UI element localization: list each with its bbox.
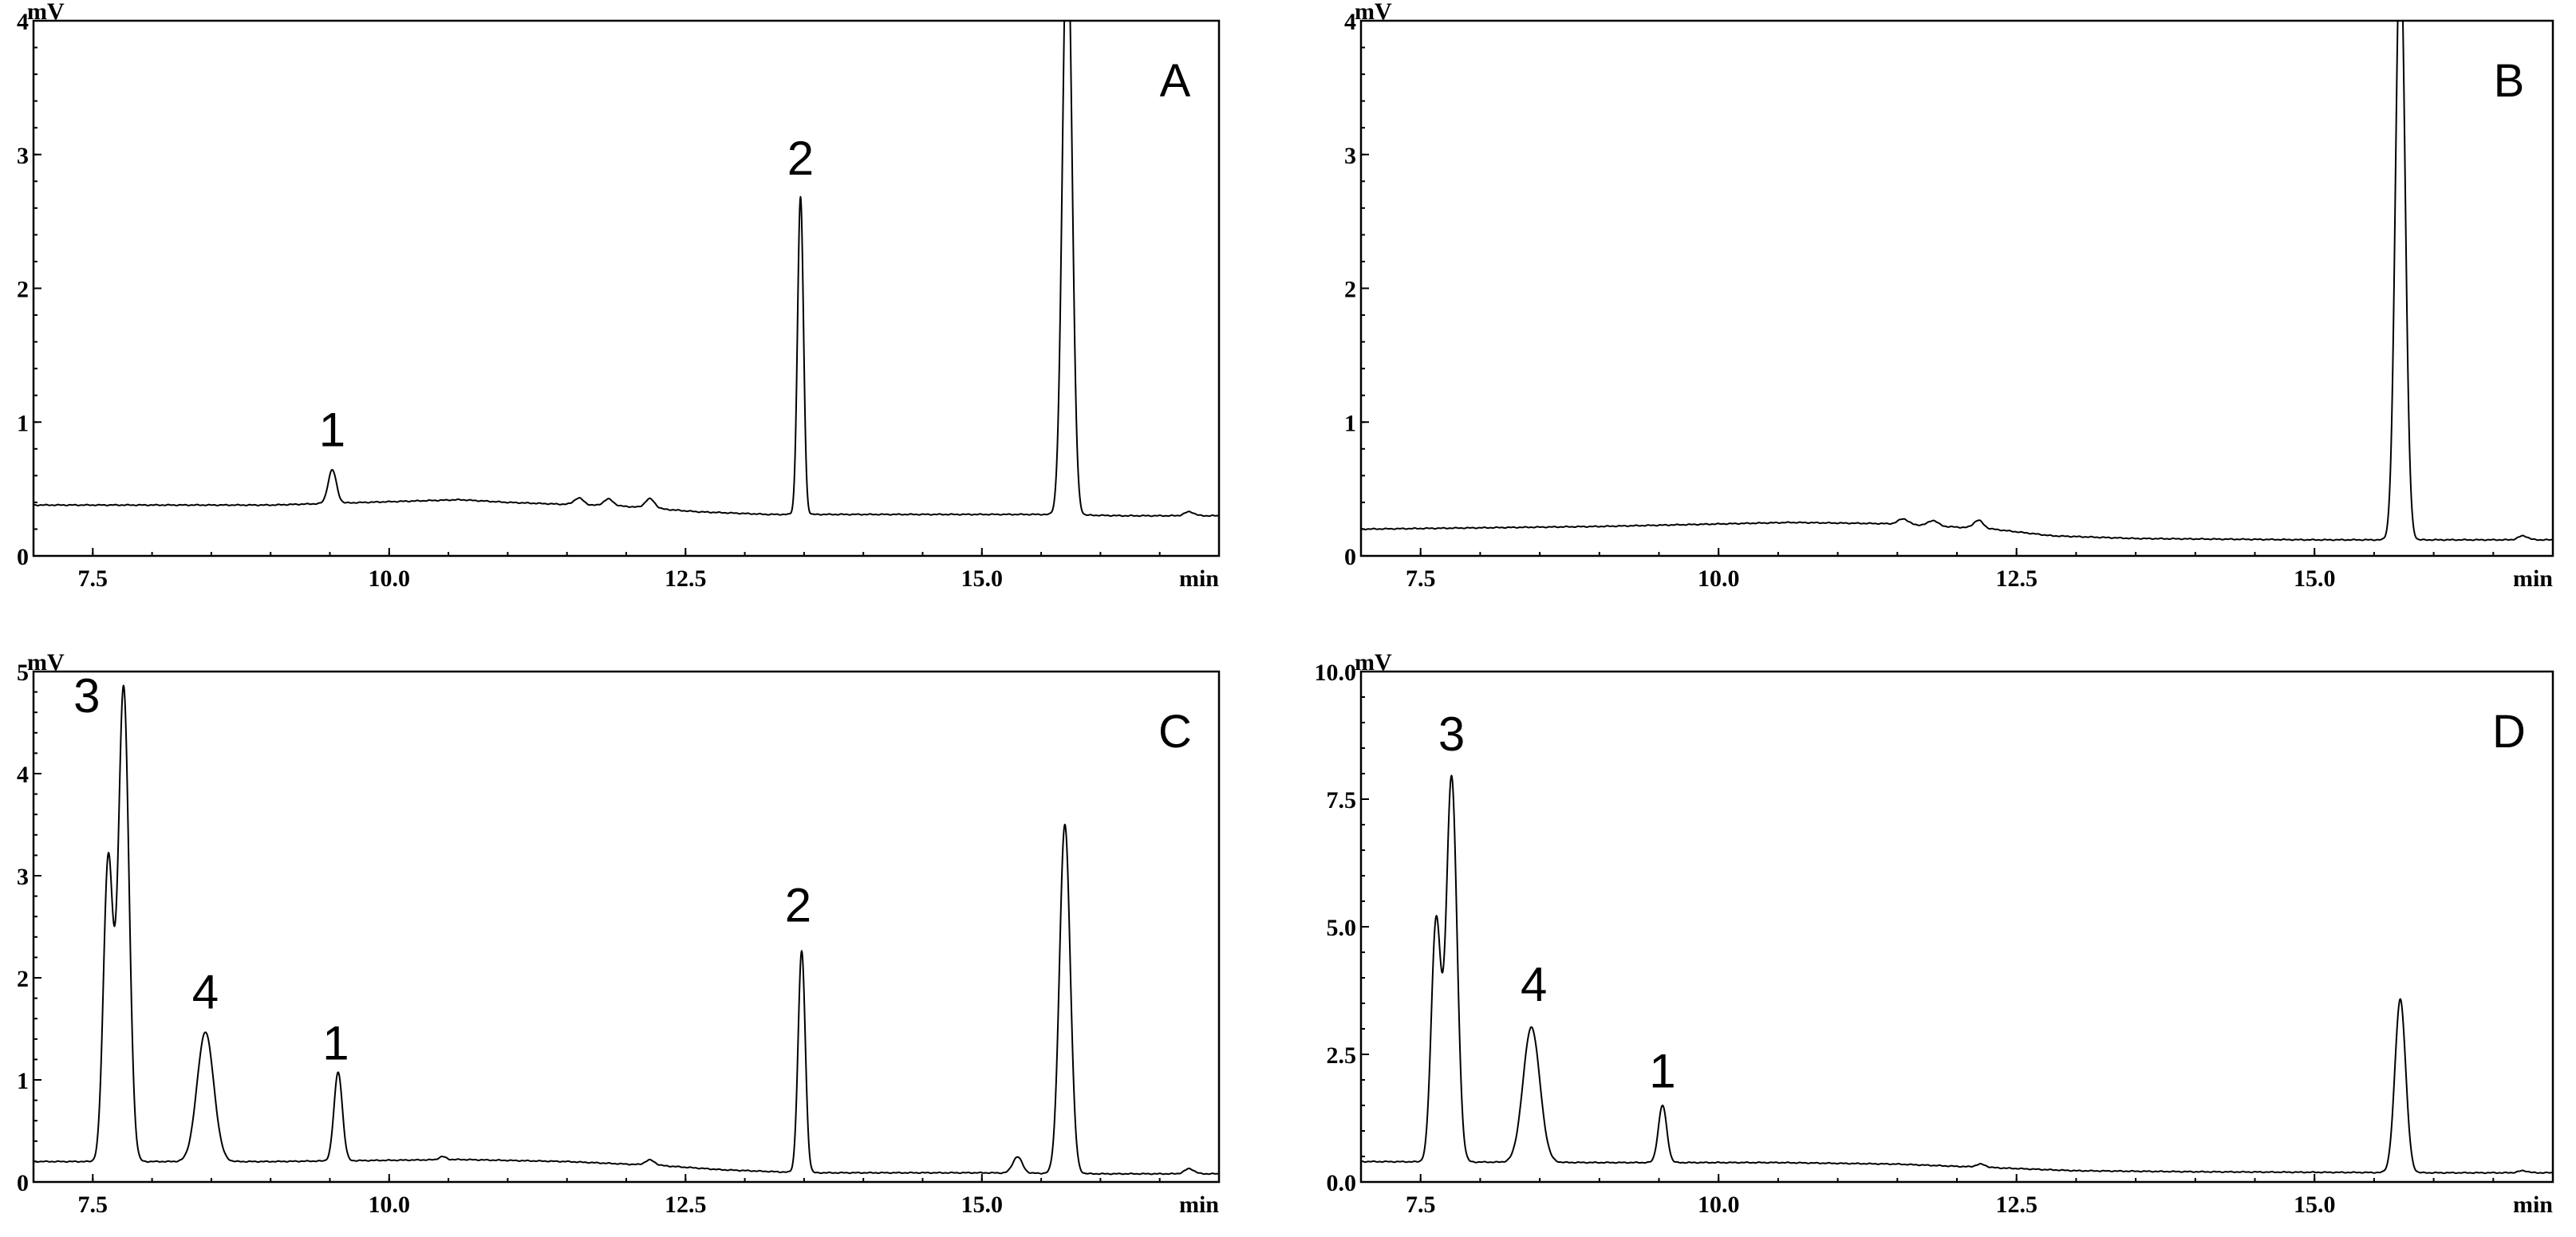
peak-label: 4	[1521, 958, 1547, 1011]
chromatogram-trace	[34, 684, 1219, 1176]
x-tick-label: 10.0	[1698, 565, 1740, 592]
chromatogram-trace	[1361, 21, 2553, 542]
y-tick-label: 3	[1344, 143, 1356, 169]
panel-letter: A	[1160, 55, 1191, 107]
chromatogram-trace	[1361, 774, 2553, 1175]
y-tick-label: 5.0	[1327, 915, 1357, 941]
x-unit-label: min	[2513, 565, 2553, 592]
x-tick-label: 7.5	[78, 1192, 108, 1218]
x-tick-label: 15.0	[2294, 1192, 2336, 1218]
plot-frame	[1359, 670, 2554, 1184]
y-tick-label: 1	[1344, 410, 1356, 436]
y-unit-label: mV	[27, 649, 65, 676]
y-tick-label: 3	[17, 143, 29, 169]
y-tick-label: 2	[17, 277, 29, 303]
y-unit-label: mV	[27, 0, 65, 25]
x-tick-label: 7.5	[1406, 565, 1436, 592]
x-tick-label: 12.5	[665, 1192, 707, 1218]
x-tick-label: 12.5	[665, 565, 707, 592]
peak-label: 1	[322, 1016, 349, 1070]
y-tick-label: 4	[17, 9, 29, 35]
y-tick-label: 5	[17, 660, 29, 686]
y-tick-label: 0	[1344, 544, 1356, 570]
peak-label: 1	[319, 403, 345, 456]
y-tick-label: 4	[17, 762, 29, 788]
x-tick-label: 10.0	[369, 565, 411, 592]
y-tick-label: 2	[1344, 277, 1356, 303]
peak-label: 2	[787, 132, 814, 185]
x-tick-label: 10.0	[369, 1192, 411, 1218]
x-tick-label: 12.5	[1995, 565, 2038, 592]
y-unit-label: mV	[1355, 649, 1392, 676]
peak-label: 3	[1438, 707, 1465, 761]
y-tick-label: 2.5	[1327, 1042, 1357, 1069]
y-tick-label: 0	[17, 1170, 29, 1196]
y-tick-label: 4	[1344, 9, 1356, 35]
x-tick-label: 10.0	[1698, 1192, 1740, 1218]
y-tick-label: 0.0	[1327, 1170, 1357, 1196]
panel-letter: C	[1158, 706, 1192, 758]
y-unit-label: mV	[1355, 0, 1392, 25]
panel-letter: D	[2492, 706, 2526, 758]
y-tick-label: 1	[17, 410, 29, 436]
y-tick-label: 0	[17, 544, 29, 570]
x-tick-label: 7.5	[1406, 1192, 1436, 1218]
chromatogram-trace	[34, 21, 1219, 518]
plot-frame	[1359, 19, 2554, 557]
chromatogram-panel-d: 0.0 2.5 5.0 7.5 10.0 7.5 10.0 12.5 15.0 mV min D 3 4 1	[1315, 649, 2554, 1218]
x-tick-label: 7.5	[78, 565, 108, 592]
y-tick-label: 10.0	[1315, 660, 1357, 686]
x-tick-label: 15.0	[961, 1192, 1004, 1218]
peak-label: 3	[73, 669, 100, 723]
x-unit-label: min	[1179, 565, 1219, 592]
x-tick-label: 15.0	[961, 565, 1004, 592]
y-tick-label: 7.5	[1327, 787, 1357, 814]
x-tick-label: 12.5	[1995, 1192, 2038, 1218]
x-unit-label: min	[1179, 1192, 1219, 1218]
peak-label: 1	[1649, 1045, 1675, 1098]
chromatogram-panel-b: 0 1 2 3 4 7.5 10.0 12.5 15.0 mV min B	[1344, 0, 2554, 592]
panel-letter: B	[2494, 55, 2525, 107]
y-tick-label: 2	[17, 966, 29, 992]
y-tick-label: 1	[17, 1068, 29, 1094]
y-tick-label: 3	[17, 864, 29, 890]
plot-frame	[32, 19, 1221, 557]
x-tick-label: 15.0	[2294, 565, 2336, 592]
x-unit-label: min	[2513, 1192, 2553, 1218]
chromatogram-panel-a: 0 1 2 3 4 7.5 10.0 12.5 15.0 mV min A 1 2	[17, 0, 1221, 592]
plot-frame	[32, 670, 1221, 1184]
peak-label: 4	[192, 965, 219, 1018]
chromatogram-panel-c: 0 1 2 3 4 5 7.5 10.0 12.5 15.0 mV min C 3 4 1 2	[17, 649, 1221, 1218]
peak-label: 2	[785, 879, 811, 932]
